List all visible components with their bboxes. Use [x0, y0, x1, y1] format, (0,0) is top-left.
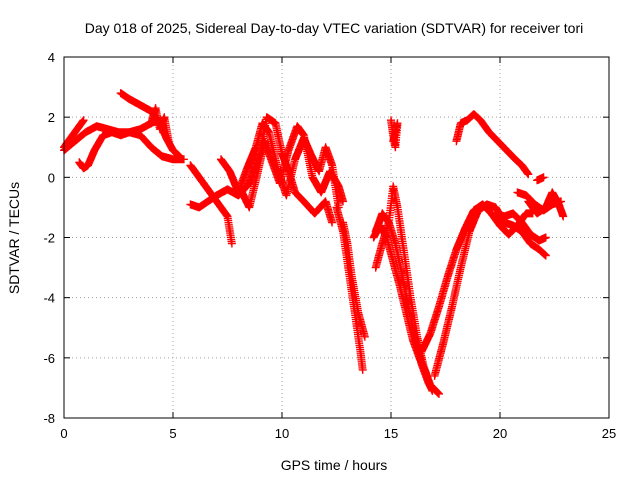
- data-point-markers: [452, 110, 533, 179]
- series-sat-o: [387, 116, 402, 152]
- y-tick-label: 0: [48, 170, 55, 185]
- data-point-markers: [524, 188, 568, 221]
- y-tick-label: 2: [48, 110, 55, 125]
- data-point-markers: [533, 173, 548, 185]
- data-point-markers: [387, 116, 402, 152]
- data-points: [60, 89, 568, 398]
- data-point-markers: [236, 122, 347, 212]
- data-point-markers: [147, 104, 173, 146]
- series-sat-u: [452, 110, 533, 179]
- y-axis-label: SDTVAR / TECUs: [6, 182, 22, 294]
- y-tick-label: 4: [48, 50, 55, 65]
- axis-ticks: 0 5 10 15 20 25 -8 -6 -4 -2 0 2 4: [43, 50, 616, 441]
- y-tick-label: -6: [43, 351, 55, 366]
- x-tick-label: 25: [602, 426, 616, 441]
- y-tick-label: -8: [43, 411, 55, 426]
- series-sat-r: [491, 209, 550, 245]
- series-sat-n: [369, 221, 430, 377]
- series-sat-k: [339, 218, 369, 341]
- data-point-markers: [332, 203, 367, 374]
- x-axis-label: GPS time / hours: [281, 457, 388, 473]
- y-tick-label: -4: [43, 291, 55, 306]
- series-sat-v: [533, 173, 548, 185]
- data-point-markers: [339, 218, 369, 341]
- series-sat-q: [430, 200, 550, 380]
- series-sat-i: [236, 122, 347, 212]
- chart-title: Day 018 of 2025, Sidereal Day-to-day VTE…: [85, 20, 584, 36]
- x-tick-label: 10: [275, 426, 289, 441]
- series-sat-t: [524, 188, 568, 221]
- data-point-markers: [369, 221, 430, 377]
- data-point-markers: [491, 209, 550, 245]
- y-tick-label: -2: [43, 231, 55, 246]
- x-tick-label: 0: [60, 426, 67, 441]
- x-tick-label: 20: [493, 426, 507, 441]
- series-sat-j: [332, 203, 367, 374]
- data-point-markers: [430, 200, 550, 380]
- series-sat-e: [147, 104, 173, 146]
- data-point-markers: [75, 128, 188, 173]
- series-sat-c: [75, 128, 188, 173]
- x-tick-label: 15: [384, 426, 398, 441]
- x-tick-label: 5: [169, 426, 176, 441]
